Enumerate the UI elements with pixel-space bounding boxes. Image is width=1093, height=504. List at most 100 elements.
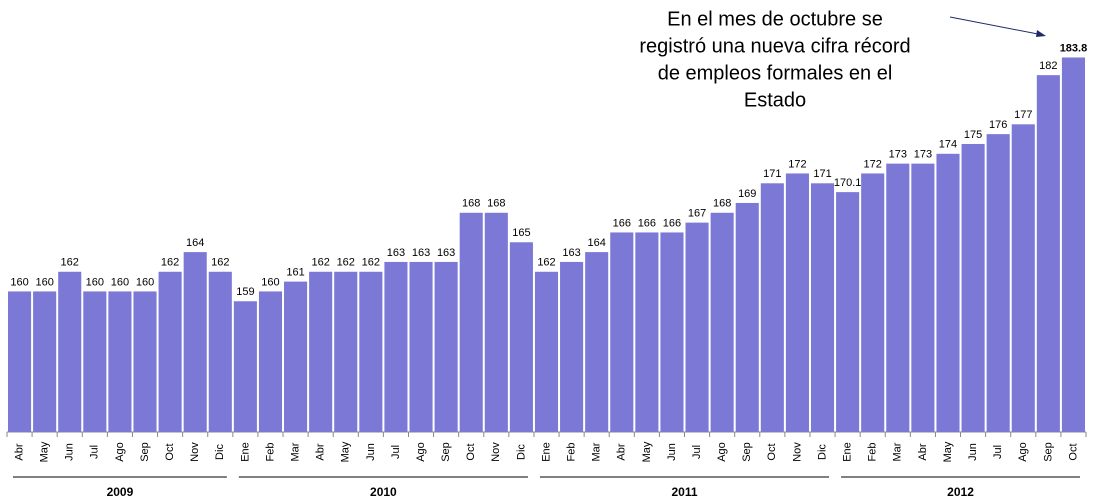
x-tick-label: May (340, 441, 352, 462)
bar (133, 291, 157, 432)
x-tick-label: Oct (465, 443, 477, 460)
x-tick-label: Jul (390, 445, 402, 459)
bar (258, 291, 283, 432)
year-label: 2011 (671, 485, 697, 499)
bar (158, 271, 182, 432)
value-label: 166 (638, 217, 656, 229)
value-label: 174 (939, 139, 957, 151)
x-tick-label: Jun (666, 443, 678, 461)
bar (685, 222, 709, 432)
bar (660, 232, 684, 432)
x-tick-label: Jul (89, 445, 101, 459)
value-label: 183.8 (1060, 42, 1088, 54)
value-label: 173 (889, 149, 907, 161)
value-label: 163 (412, 247, 430, 259)
x-tick-label: Jun (967, 443, 979, 461)
value-label: 160 (261, 276, 279, 288)
x-tick-label: Mar (892, 442, 904, 461)
bar (309, 271, 333, 432)
x-tick-label: Ene (540, 442, 552, 462)
bar (1011, 124, 1035, 432)
value-label: 177 (1014, 109, 1032, 121)
x-tick-label: Ago (415, 442, 427, 462)
value-label: 166 (613, 217, 631, 229)
x-tick-label: Abr (315, 443, 327, 460)
value-label: 160 (86, 276, 104, 288)
bar (8, 291, 32, 432)
bar (560, 261, 584, 432)
bar (509, 242, 533, 432)
bar (83, 291, 107, 432)
value-label: 160 (111, 276, 129, 288)
value-label: 169 (738, 188, 756, 200)
bar (108, 291, 132, 432)
x-tick-label: Sep (1042, 442, 1054, 462)
x-tick-label: Jul (992, 445, 1004, 459)
value-label: 175 (964, 129, 982, 141)
value-label: 170.1 (834, 177, 862, 189)
bar (384, 261, 408, 432)
bar (810, 183, 835, 432)
x-tick-label: Sep (741, 442, 753, 462)
bar (861, 173, 885, 432)
bar (610, 232, 634, 432)
bar (635, 232, 659, 432)
bar (760, 183, 784, 432)
value-label: 159 (236, 286, 254, 298)
value-label: 161 (286, 267, 304, 279)
x-tick-label: Ago (1017, 442, 1029, 462)
bar (735, 202, 759, 432)
bar (534, 271, 559, 432)
bar (434, 261, 458, 432)
value-label: 162 (337, 257, 355, 269)
x-tick-label: Abr (616, 443, 628, 460)
x-tick-label: Feb (565, 443, 577, 462)
x-tick-label: Dic (214, 444, 226, 460)
x-tick-label: Oct (164, 443, 176, 460)
value-label: 173 (914, 149, 932, 161)
value-label: 168 (713, 198, 731, 210)
bar (961, 143, 985, 432)
value-label: 166 (663, 217, 681, 229)
x-tick-label: May (641, 441, 653, 462)
value-label: 164 (588, 237, 606, 249)
year-label: 2010 (370, 485, 397, 499)
bar (409, 261, 433, 432)
annotation: En el mes de octubre se (667, 8, 883, 30)
value-label: 165 (512, 227, 530, 239)
x-tick-label: Ene (239, 442, 251, 462)
x-tick-label: Feb (867, 443, 879, 462)
x-tick-label: Feb (264, 443, 276, 462)
x-tick-label: Abr (13, 443, 25, 460)
value-label: 171 (813, 168, 831, 180)
bar (1036, 75, 1060, 432)
year-label: 2012 (947, 485, 974, 499)
value-label: 168 (487, 198, 505, 210)
value-label: 163 (387, 247, 405, 259)
x-tick-label: Oct (766, 443, 778, 460)
bar (1061, 57, 1085, 432)
x-tick-label: May (39, 441, 51, 462)
bar (936, 153, 960, 433)
value-label: 176 (989, 119, 1007, 131)
x-tick-label: Sep (139, 442, 151, 462)
bar (183, 252, 207, 432)
bar (911, 163, 935, 432)
year-label: 2009 (107, 485, 134, 499)
bar (886, 163, 910, 432)
x-tick-label: Mar (289, 442, 301, 461)
value-label: 160 (136, 276, 154, 288)
x-tick-label: Ene (842, 442, 854, 462)
x-tick-label: Mar (591, 442, 603, 461)
bar (58, 271, 82, 432)
value-label: 160 (35, 276, 53, 288)
value-label: 162 (537, 257, 555, 269)
value-label: 172 (788, 158, 806, 170)
value-label: 163 (437, 247, 455, 259)
annotation: de empleos formales en el (658, 62, 893, 84)
bar (836, 192, 860, 432)
value-label: 172 (864, 158, 882, 170)
bar (208, 271, 232, 432)
x-tick-label: Jun (365, 443, 377, 461)
